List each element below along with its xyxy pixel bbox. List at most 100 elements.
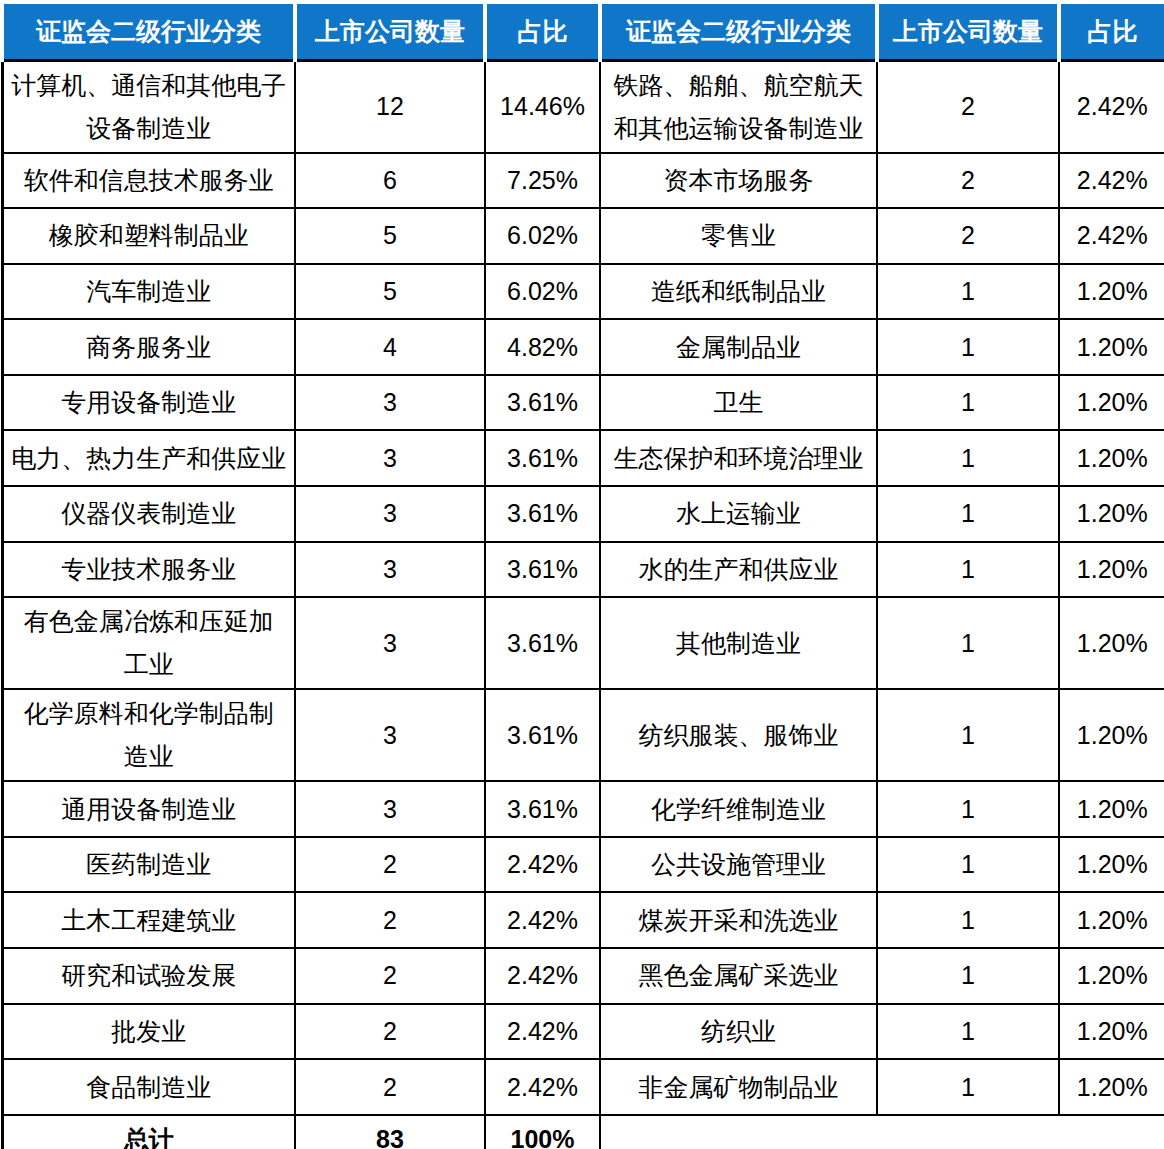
industry-cell: 化学纤维制造业	[600, 781, 877, 837]
share-cell: 1.20%	[1059, 689, 1164, 781]
industry-cell: 计算机、通信和其他电子 设备制造业	[2, 60, 295, 153]
count-cell: 1	[877, 264, 1059, 320]
table-row: 食品制造业22.42%非金属矿物制品业11.20%	[2, 1059, 1164, 1115]
industry-cell: 黑色金属矿采选业	[600, 948, 877, 1004]
share-cell: 1.20%	[1059, 1004, 1164, 1060]
share-cell: 1.20%	[1059, 892, 1164, 948]
count-cell: 2	[295, 948, 485, 1004]
total-count: 83	[295, 1115, 485, 1149]
industry-cell: 金属制品业	[600, 319, 877, 375]
industry-cell: 医药制造业	[2, 837, 295, 893]
count-cell: 1	[877, 1004, 1059, 1060]
count-cell: 1	[877, 542, 1059, 598]
table-row: 批发业22.42%纺织业11.20%	[2, 1004, 1164, 1060]
count-cell: 3	[295, 486, 485, 542]
industry-cell: 铁路、船舶、航空航天 和其他运输设备制造业	[600, 60, 877, 153]
share-cell: 1.20%	[1059, 837, 1164, 893]
table-row: 橡胶和塑料制品业56.02%零售业22.42%	[2, 208, 1164, 264]
count-cell: 1	[877, 837, 1059, 893]
count-cell: 1	[877, 375, 1059, 431]
industry-cell: 通用设备制造业	[2, 781, 295, 837]
header-industry: 证监会二级行业分类	[600, 2, 877, 60]
table-row: 通用设备制造业33.61%化学纤维制造业11.20%	[2, 781, 1164, 837]
header-count: 上市公司数量	[295, 2, 485, 60]
industry-cell: 公共设施管理业	[600, 837, 877, 893]
table-row: 专用设备制造业33.61%卫生11.20%	[2, 375, 1164, 431]
share-cell: 1.20%	[1059, 264, 1164, 320]
table-row: 化学原料和化学制品制 造业33.61%纺织服装、服饰业11.20%	[2, 689, 1164, 781]
table-row: 土木工程建筑业22.42%煤炭开采和洗选业11.20%	[2, 892, 1164, 948]
share-cell: 1.20%	[1059, 781, 1164, 837]
count-cell: 1	[877, 319, 1059, 375]
total-row: 总计83100%	[2, 1115, 1164, 1149]
industry-cell: 土木工程建筑业	[2, 892, 295, 948]
share-cell: 2.42%	[485, 892, 600, 948]
industry-cell: 仪器仪表制造业	[2, 486, 295, 542]
share-cell: 3.61%	[485, 542, 600, 598]
header-count: 上市公司数量	[877, 2, 1059, 60]
count-cell: 5	[295, 208, 485, 264]
table-row: 专业技术服务业33.61%水的生产和供应业11.20%	[2, 542, 1164, 598]
header-share: 占比	[1059, 2, 1164, 60]
count-cell: 2	[295, 837, 485, 893]
count-cell: 3	[295, 597, 485, 689]
industry-cell: 水上运输业	[600, 486, 877, 542]
industry-cell: 卫生	[600, 375, 877, 431]
industry-cell: 纺织服装、服饰业	[600, 689, 877, 781]
table-row: 医药制造业22.42%公共设施管理业11.20%	[2, 837, 1164, 893]
share-cell: 1.20%	[1059, 542, 1164, 598]
share-cell: 3.61%	[485, 781, 600, 837]
total-label: 总计	[2, 1115, 295, 1149]
count-cell: 5	[295, 264, 485, 320]
industry-cell: 软件和信息技术服务业	[2, 153, 295, 209]
share-cell: 3.61%	[485, 486, 600, 542]
count-cell: 12	[295, 60, 485, 153]
count-cell: 3	[295, 375, 485, 431]
table-row: 商务服务业44.82%金属制品业11.20%	[2, 319, 1164, 375]
industry-cell: 电力、热力生产和供应业	[2, 430, 295, 486]
total-empty-cell	[600, 1115, 1164, 1149]
header-row: 证监会二级行业分类上市公司数量占比证监会二级行业分类上市公司数量占比	[2, 2, 1164, 60]
share-cell: 4.82%	[485, 319, 600, 375]
industry-cell: 煤炭开采和洗选业	[600, 892, 877, 948]
share-cell: 2.42%	[485, 1059, 600, 1115]
share-cell: 1.20%	[1059, 597, 1164, 689]
total-share: 100%	[485, 1115, 600, 1149]
count-cell: 1	[877, 597, 1059, 689]
table-row: 汽车制造业56.02%造纸和纸制品业11.20%	[2, 264, 1164, 320]
share-cell: 1.20%	[1059, 1059, 1164, 1115]
share-cell: 2.42%	[1059, 60, 1164, 153]
table-row: 软件和信息技术服务业67.25%资本市场服务22.42%	[2, 153, 1164, 209]
industry-cell: 专用设备制造业	[2, 375, 295, 431]
share-cell: 3.61%	[485, 375, 600, 431]
industry-cell: 批发业	[2, 1004, 295, 1060]
industry-cell: 专业技术服务业	[2, 542, 295, 598]
share-cell: 1.20%	[1059, 430, 1164, 486]
count-cell: 1	[877, 486, 1059, 542]
industry-cell: 水的生产和供应业	[600, 542, 877, 598]
count-cell: 3	[295, 689, 485, 781]
industry-cell: 造纸和纸制品业	[600, 264, 877, 320]
industry-cell: 纺织业	[600, 1004, 877, 1060]
count-cell: 3	[295, 430, 485, 486]
share-cell: 6.02%	[485, 264, 600, 320]
count-cell: 3	[295, 542, 485, 598]
share-cell: 1.20%	[1059, 375, 1164, 431]
count-cell: 1	[877, 430, 1059, 486]
count-cell: 2	[295, 892, 485, 948]
share-cell: 1.20%	[1059, 948, 1164, 1004]
count-cell: 2	[877, 60, 1059, 153]
industry-cell: 汽车制造业	[2, 264, 295, 320]
share-cell: 2.42%	[485, 1004, 600, 1060]
industry-distribution-table: 证监会二级行业分类上市公司数量占比证监会二级行业分类上市公司数量占比 计算机、通…	[0, 0, 1164, 1149]
count-cell: 2	[295, 1059, 485, 1115]
share-cell: 6.02%	[485, 208, 600, 264]
count-cell: 1	[877, 1059, 1059, 1115]
share-cell: 14.46%	[485, 60, 600, 153]
share-cell: 7.25%	[485, 153, 600, 209]
share-cell: 2.42%	[1059, 208, 1164, 264]
share-cell: 1.20%	[1059, 486, 1164, 542]
count-cell: 1	[877, 892, 1059, 948]
header-industry: 证监会二级行业分类	[2, 2, 295, 60]
industry-cell: 有色金属冶炼和压延加 工业	[2, 597, 295, 689]
